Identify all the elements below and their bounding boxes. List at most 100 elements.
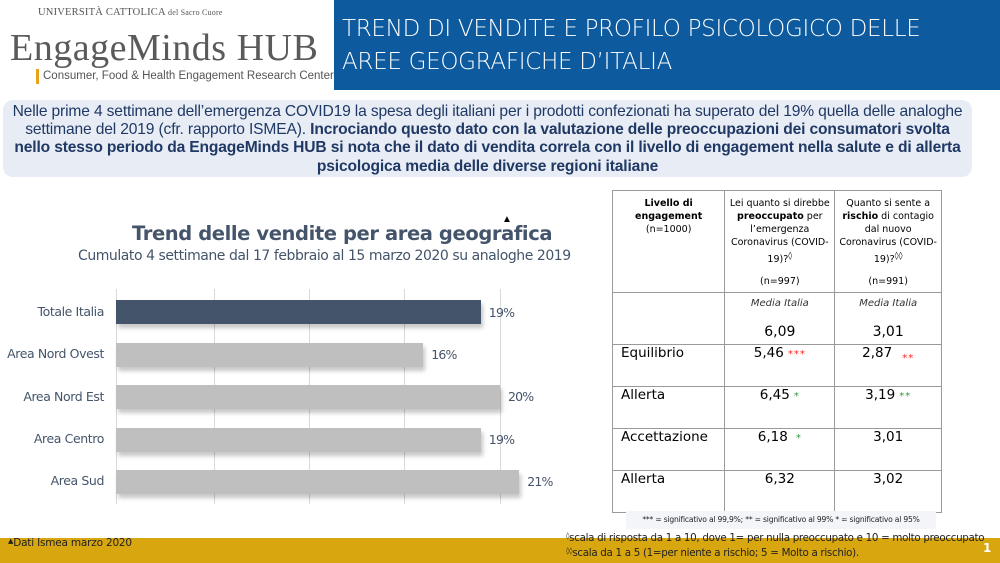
- row-label: Accettazione: [611, 428, 726, 471]
- row-label: Allerta: [611, 470, 726, 513]
- intro-bold-text: Incrociando questo dato con la valutazio…: [14, 121, 961, 175]
- col-header-preoccupato-question: Lei quanto si direbbe preoccupato per l’…: [725, 197, 834, 266]
- cell-value: 5,46: [753, 345, 784, 361]
- col-header-text: Quanto si sente a: [846, 198, 931, 209]
- significance-legend: *** = significativo al 99,9%; ** = signi…: [626, 511, 936, 529]
- table-cell: 2,87 **: [834, 344, 942, 387]
- row-label: Allerta: [611, 386, 726, 429]
- scale-note-2: ◊◊scala da 1 a 5 (1=per niente a rischio…: [566, 547, 984, 562]
- footer-bar: [0, 538, 1000, 563]
- col-header-preoccupato: Lei quanto si direbbe preoccupato per l’…: [724, 190, 836, 293]
- table-cell-empty: [611, 292, 726, 345]
- col-header-rischio-n: (n=991): [868, 276, 908, 288]
- category-label: Area Sud: [50, 473, 105, 488]
- col-header-engagement-label: Livello di engagement: [635, 198, 703, 222]
- slide-title-line-2: AREE GEOGRAFICHE D’ITALIA: [342, 49, 672, 75]
- tagline-accent-bar: [36, 69, 39, 84]
- significance-stars: **: [902, 353, 915, 364]
- cell-value: 2,87: [862, 345, 893, 361]
- bar-area-sud: [116, 470, 520, 494]
- bar-area-nord-ovest: [116, 343, 424, 367]
- double-diamond-footnote-icon: ◊◊: [894, 251, 903, 260]
- category-label: Totale Italia: [37, 304, 104, 319]
- bar-area-centro: [116, 428, 481, 452]
- col-header-engagement-n: (n=1000): [645, 224, 692, 235]
- diamond-footnote-icon: ◊: [566, 532, 570, 540]
- col-header-bold: preoccupato: [737, 211, 804, 222]
- media-italia-label: Media Italia: [859, 298, 918, 309]
- col-header-engagement: Livello di engagement (n=1000): [611, 190, 726, 293]
- table-row: Allerta 6,45 * 3,19 **: [611, 386, 942, 429]
- table-cell: 5,46 ***: [724, 344, 836, 387]
- scale-note-text: scala di risposta da 1 a 10, dove 1= per…: [569, 532, 985, 544]
- university-name: UNIVERSITÀ CATTOLICA del Sacro Cuore: [38, 7, 223, 18]
- category-label: Area Nord Ovest: [7, 346, 104, 361]
- bar-value-label: 19%: [488, 305, 515, 320]
- scale-note-text: scala da 1 a 5 (1=per niente a rischio; …: [572, 546, 859, 559]
- intro-text-box: Nelle prime 4 settimane dell’emergenza C…: [3, 100, 972, 177]
- cell-value: 3,19: [865, 387, 896, 403]
- table-row: Accettazione 6,18 * 3,01: [611, 428, 942, 471]
- media-italia-value: 6,09: [764, 324, 796, 340]
- table-cell: 3,19 **: [834, 386, 942, 429]
- table-cell: 6,18 *: [724, 428, 836, 471]
- gridline: [214, 289, 215, 504]
- bar-value-label: 20%: [508, 389, 534, 404]
- table-header-row: Livello di engagement (n=1000) Lei quant…: [611, 190, 942, 293]
- col-header-text: di contagio dal nuovo Coronavirus (COVID…: [839, 211, 937, 266]
- table-cell: 6,45 *: [724, 386, 836, 429]
- scale-notes: ◊scala di risposta da 1 a 10, dove 1= pe…: [566, 532, 985, 562]
- bar-area-nord-est: [116, 385, 500, 409]
- engagement-table: Livello di engagement (n=1000) Lei quant…: [611, 190, 942, 513]
- scale-note-1: ◊scala di risposta da 1 a 10, dove 1= pe…: [566, 532, 985, 547]
- diamond-footnote-icon: ◊: [788, 251, 793, 260]
- significance-stars: **: [899, 391, 912, 402]
- cell-value: 6,45: [759, 387, 790, 403]
- media-italia-label: Media Italia: [750, 298, 809, 309]
- table-cell: 6,32: [724, 470, 836, 513]
- bar-value-label: 16%: [431, 347, 457, 362]
- table-cell: Media Italia 3,01: [834, 292, 942, 345]
- slide-title-line-1: TREND DI VENDITE E PROFILO PSICOLOGICO D…: [342, 16, 921, 42]
- table-cell: 3,01: [834, 428, 942, 471]
- gridline: [500, 289, 501, 504]
- media-italia-value: 3,01: [872, 324, 904, 340]
- cell-value: 3,01: [873, 429, 904, 445]
- bar-value-label: 21%: [527, 474, 553, 489]
- col-header-rischio: Quanto si sente a rischio di contagio da…: [834, 190, 942, 293]
- triangle-marker-icon: ▲: [8, 537, 14, 545]
- brand-logo: EngageMinds HUB: [10, 27, 319, 69]
- category-label: Area Centro: [33, 431, 104, 446]
- col-header-preoccupato-n: (n=997): [760, 276, 800, 288]
- source-note: ▲Dati Ismea marzo 2020: [8, 537, 132, 549]
- slide-title: TREND DI VENDITE E PROFILO PSICOLOGICO D…: [334, 0, 1000, 90]
- table-row-media-italia: Media Italia 6,09 Media Italia 3,01: [611, 292, 942, 345]
- cell-value: 6,32: [764, 471, 795, 487]
- table-row: Allerta 6,32 3,02: [611, 470, 942, 513]
- cell-value: 3,02: [873, 471, 904, 487]
- bar-totale-italia: [116, 300, 481, 324]
- col-header-rischio-question: Quanto si sente a rischio di contagio da…: [835, 197, 941, 266]
- university-label: UNIVERSITÀ CATTOLICA: [38, 7, 166, 18]
- col-header-text: per l’emergenza Coronavirus (COVID-19)?: [730, 211, 829, 266]
- table-row: Equilibrio 5,46 *** 2,87 **: [611, 344, 942, 387]
- bar-value-label: 19%: [488, 432, 515, 447]
- logo-area: UNIVERSITÀ CATTOLICA del Sacro Cuore Eng…: [0, 0, 334, 92]
- gridline: [309, 289, 310, 504]
- col-header-bold: rischio: [842, 211, 879, 222]
- col-header-text: Lei quanto si direbbe: [729, 198, 830, 209]
- brand-tagline: Consumer, Food & Health Engagement Resea…: [43, 70, 334, 82]
- gridline: [116, 289, 117, 504]
- double-diamond-footnote-icon: ◊◊: [566, 546, 573, 555]
- page-number: 1: [983, 541, 992, 555]
- chart-subtitle: Cumulato 4 settimane dal 17 febbraio al …: [78, 248, 571, 264]
- university-suffix: del Sacro Cuore: [168, 8, 223, 17]
- significance-stars: *: [793, 391, 800, 402]
- cell-value: 6,18: [757, 429, 788, 445]
- category-label: Area Nord Est: [23, 389, 104, 404]
- chart-title: Trend delle vendite per area geografica: [132, 222, 553, 245]
- gridline: [404, 289, 405, 504]
- table-cell: Media Italia 6,09: [724, 292, 836, 345]
- row-label: Equilibrio: [611, 344, 726, 387]
- significance-stars: *: [795, 433, 802, 444]
